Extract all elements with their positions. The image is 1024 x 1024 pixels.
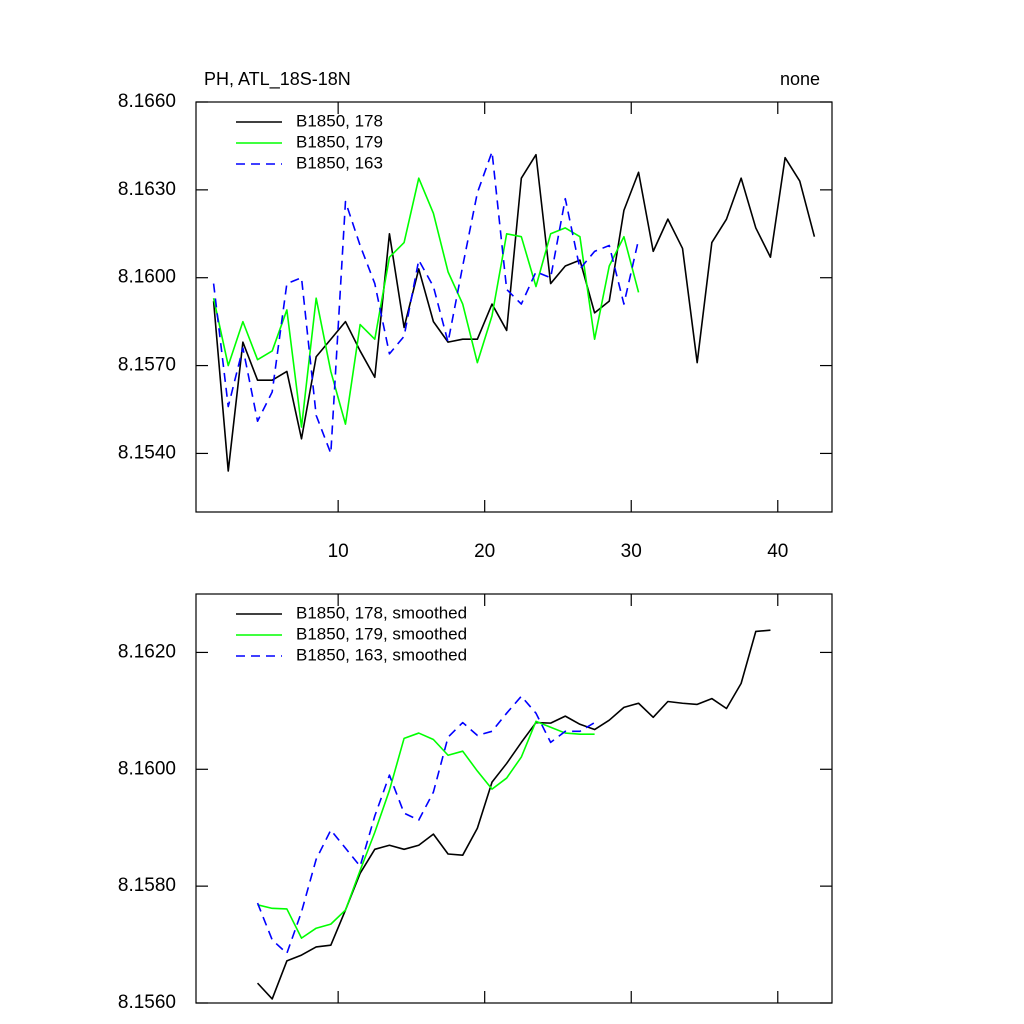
series-line [212,150,640,455]
series-line [256,629,771,1000]
legend-label: B1850, 163, smoothed [296,645,467,664]
series-line [212,153,816,472]
y-tick-label: 8.1660 [118,91,176,112]
legend-label: B1850, 179, smoothed [296,624,467,643]
right-title: none [780,69,820,89]
series-line [256,695,596,955]
y-tick-label: 8.1620 [118,641,176,662]
legend-label: B1850, 178, smoothed [296,603,467,622]
y-tick-label: 8.1600 [118,267,176,288]
legend-label: B1850, 179 [296,132,383,151]
x-tick-label: 30 [621,541,642,562]
series-line [257,720,595,939]
panel: PH, ATL_18S-18N none 8.1540 8.1570 8.1600 8.1… [118,69,833,562]
y-tick-label: 8.1580 [118,875,176,896]
series-line [212,177,640,428]
legend-label: B1850, 178 [296,111,383,130]
y-tick-label: 8.1570 [118,355,176,376]
x-tick-label: 10 [328,541,349,562]
y-tick-label: 8.1630 [118,179,176,200]
plot-frame [195,593,833,1004]
y-tick-label: 8.1540 [118,442,176,463]
x-tick-label: 40 [767,541,788,562]
y-tick-label: 8.1560 [118,992,176,1013]
legend-label: B1850, 163 [296,153,383,172]
plot-frame [195,101,833,513]
y-tick-label: 8.1600 [118,758,176,779]
panel: 8.1560 8.1580 8.1600 8.1620 B1850, 178, smoo… [118,593,833,1013]
x-tick-label: 20 [474,541,495,562]
chart-title: PH, ATL_18S-18N [204,69,351,90]
